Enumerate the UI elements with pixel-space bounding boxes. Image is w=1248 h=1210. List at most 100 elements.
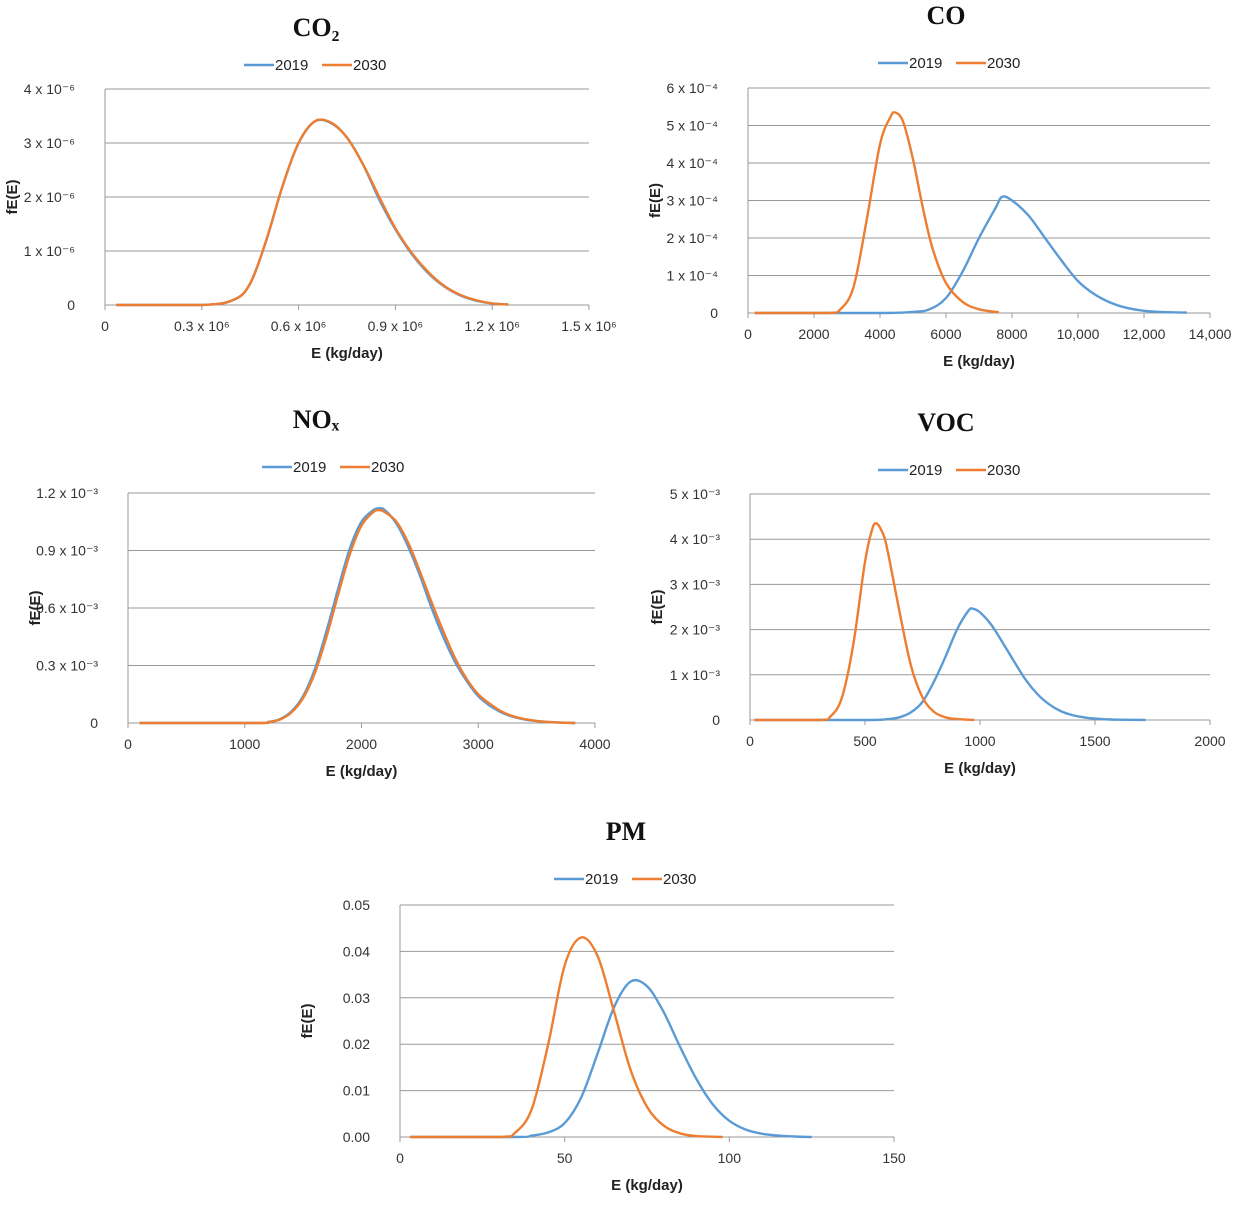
x-tick-label: 0 — [124, 736, 132, 752]
x-tick-label: 0 — [101, 318, 109, 334]
y-tick-label: 0.02 — [343, 1036, 370, 1052]
legend-label-2019: 2019 — [275, 57, 308, 74]
x-tick-label: 2000 — [798, 326, 829, 342]
x-tick-label: 12,000 — [1123, 326, 1166, 342]
y-axis-label: fE(E) — [649, 590, 666, 625]
y-axis-label: fE(E) — [4, 180, 21, 215]
x-tick-label: 0 — [744, 326, 752, 342]
series-line-2019 — [116, 118, 509, 307]
x-tick-label: 100 — [718, 1150, 742, 1166]
y-tick-label: 0 — [67, 297, 75, 313]
x-tick-label: 0.3 x 10⁶ — [174, 318, 230, 334]
x-tick-label: 150 — [882, 1150, 906, 1166]
x-tick-label: 4000 — [579, 736, 610, 752]
x-tick-label: 1.2 x 10⁶ — [464, 318, 520, 334]
legend-label-2019: 2019 — [909, 462, 942, 479]
y-tick-label: 6 x 10⁻⁴ — [666, 80, 718, 96]
series-line-2030 — [116, 118, 509, 307]
legend: 2019 2030 — [244, 57, 386, 74]
x-tick-label: 500 — [853, 733, 877, 749]
y-tick-label: 2 x 10⁻³ — [670, 622, 721, 638]
x-tick-label: 0.9 x 10⁶ — [368, 318, 424, 334]
legend-label-2030: 2030 — [987, 55, 1020, 72]
legend-label-2030: 2030 — [663, 871, 696, 888]
y-tick-label: 2 x 10⁻⁴ — [666, 230, 718, 246]
y-tick-label: 1 x 10⁻³ — [670, 667, 721, 683]
legend: 2019 2030 — [878, 462, 1020, 479]
chart-title: PM — [606, 817, 646, 846]
legend-label-2019: 2019 — [909, 55, 942, 72]
y-tick-label: 4 x 10⁻³ — [670, 531, 721, 547]
chart-title: NOₓ — [293, 405, 340, 434]
x-axis-label: E (kg/day) — [944, 760, 1016, 777]
x-tick-label: 1000 — [964, 733, 995, 749]
series-line-2030 — [409, 936, 723, 1139]
x-axis-label: E (kg/day) — [326, 763, 398, 780]
chart-nox: NOₓ 2019 2030 0 0.3 x 10⁻³ 0.6 x 10⁻³ 0.9 x 10… — [27, 405, 611, 780]
x-tick-label: 10,000 — [1057, 326, 1100, 342]
x-tick-label: 2000 — [346, 736, 377, 752]
y-tick-label: 0 — [712, 712, 720, 728]
chart-voc: VOC 2019 2030 0 1 x 10⁻³ 2 x 10⁻³ 3 x 10⁻³ 4 x … — [649, 408, 1226, 777]
y-tick-label: 0.04 — [343, 943, 370, 959]
series-line-2019 — [754, 195, 1187, 315]
series-line-2030 — [754, 522, 975, 722]
y-tick-label: 0 — [90, 715, 98, 731]
legend-label-2030: 2030 — [987, 462, 1020, 479]
y-tick-label: 2 x 10⁻⁶ — [24, 189, 75, 205]
x-axis-label: E (kg/day) — [943, 353, 1015, 370]
series-line-2019 — [139, 507, 576, 725]
x-tick-label: 0.6 x 10⁶ — [271, 318, 327, 334]
y-tick-label: 4 x 10⁻⁴ — [666, 155, 718, 171]
y-tick-label: 1 x 10⁻⁴ — [666, 268, 718, 284]
chart-co: CO 2019 2030 0 1 x 10⁻⁴ 2 x 10⁻⁴ 3 x 10⁻⁴ 4 x 1… — [647, 1, 1232, 370]
chart-pm: PM 2019 2030 0.00 0.01 0.02 0.03 0.04 0.05 0 50 100… — [300, 817, 906, 1194]
legend-label-2019: 2019 — [293, 459, 326, 476]
y-axis-label: fE(E) — [300, 1004, 316, 1039]
series-line-2019 — [754, 607, 1146, 722]
chart-title: VOC — [917, 408, 974, 437]
y-tick-label: 4 x 10⁻⁶ — [24, 81, 75, 97]
y-axis-label: fE(E) — [27, 591, 44, 626]
legend-label-2030: 2030 — [371, 459, 404, 476]
x-tick-label: 3000 — [463, 736, 494, 752]
y-tick-label: 1 x 10⁻⁶ — [24, 243, 75, 259]
x-tick-label: 2000 — [1194, 733, 1225, 749]
x-tick-label: 1500 — [1079, 733, 1110, 749]
y-tick-label: 5 x 10⁻⁴ — [666, 118, 718, 134]
y-tick-label: 0.05 — [343, 897, 370, 913]
x-tick-label: 4000 — [864, 326, 895, 342]
y-tick-label: 0.03 — [343, 990, 370, 1006]
y-tick-label: 0.01 — [343, 1083, 370, 1099]
chart-title: CO₂ — [293, 13, 340, 42]
y-tick-label: 3 x 10⁻³ — [670, 576, 721, 592]
x-tick-label: 1000 — [229, 736, 260, 752]
y-axis-label: fE(E) — [647, 183, 664, 218]
y-tick-label: 0 — [710, 305, 718, 321]
y-tick-label: 0.6 x 10⁻³ — [36, 600, 98, 616]
legend: 2019 2030 — [262, 459, 404, 476]
x-tick-label: 0 — [746, 733, 754, 749]
series-line-2030 — [754, 111, 999, 315]
legend-label-2019: 2019 — [585, 871, 618, 888]
x-tick-label: 50 — [557, 1150, 573, 1166]
x-axis-label: E (kg/day) — [311, 345, 383, 362]
y-tick-label: 5 x 10⁻³ — [670, 486, 721, 502]
y-tick-label: 0.3 x 10⁻³ — [36, 658, 98, 674]
x-tick-label: 0 — [396, 1150, 404, 1166]
series-line-2019 — [409, 978, 812, 1139]
legend: 2019 2030 — [878, 55, 1020, 72]
x-axis-label: E (kg/day) — [611, 1177, 683, 1194]
series-line-2030 — [139, 508, 576, 725]
x-tick-label: 8000 — [996, 326, 1027, 342]
x-tick-label: 1.5 x 10⁶ — [561, 318, 617, 334]
y-tick-label: 1.2 x 10⁻³ — [36, 485, 98, 501]
x-tick-label: 14,000 — [1189, 326, 1232, 342]
x-tick-label: 6000 — [930, 326, 961, 342]
y-tick-label: 0.9 x 10⁻³ — [36, 543, 98, 559]
y-tick-label: 3 x 10⁻⁴ — [666, 193, 718, 209]
y-tick-label: 0.00 — [343, 1129, 370, 1145]
legend-label-2030: 2030 — [353, 57, 386, 74]
y-tick-label: 3 x 10⁻⁶ — [24, 135, 75, 151]
chart-title: CO — [927, 1, 966, 30]
